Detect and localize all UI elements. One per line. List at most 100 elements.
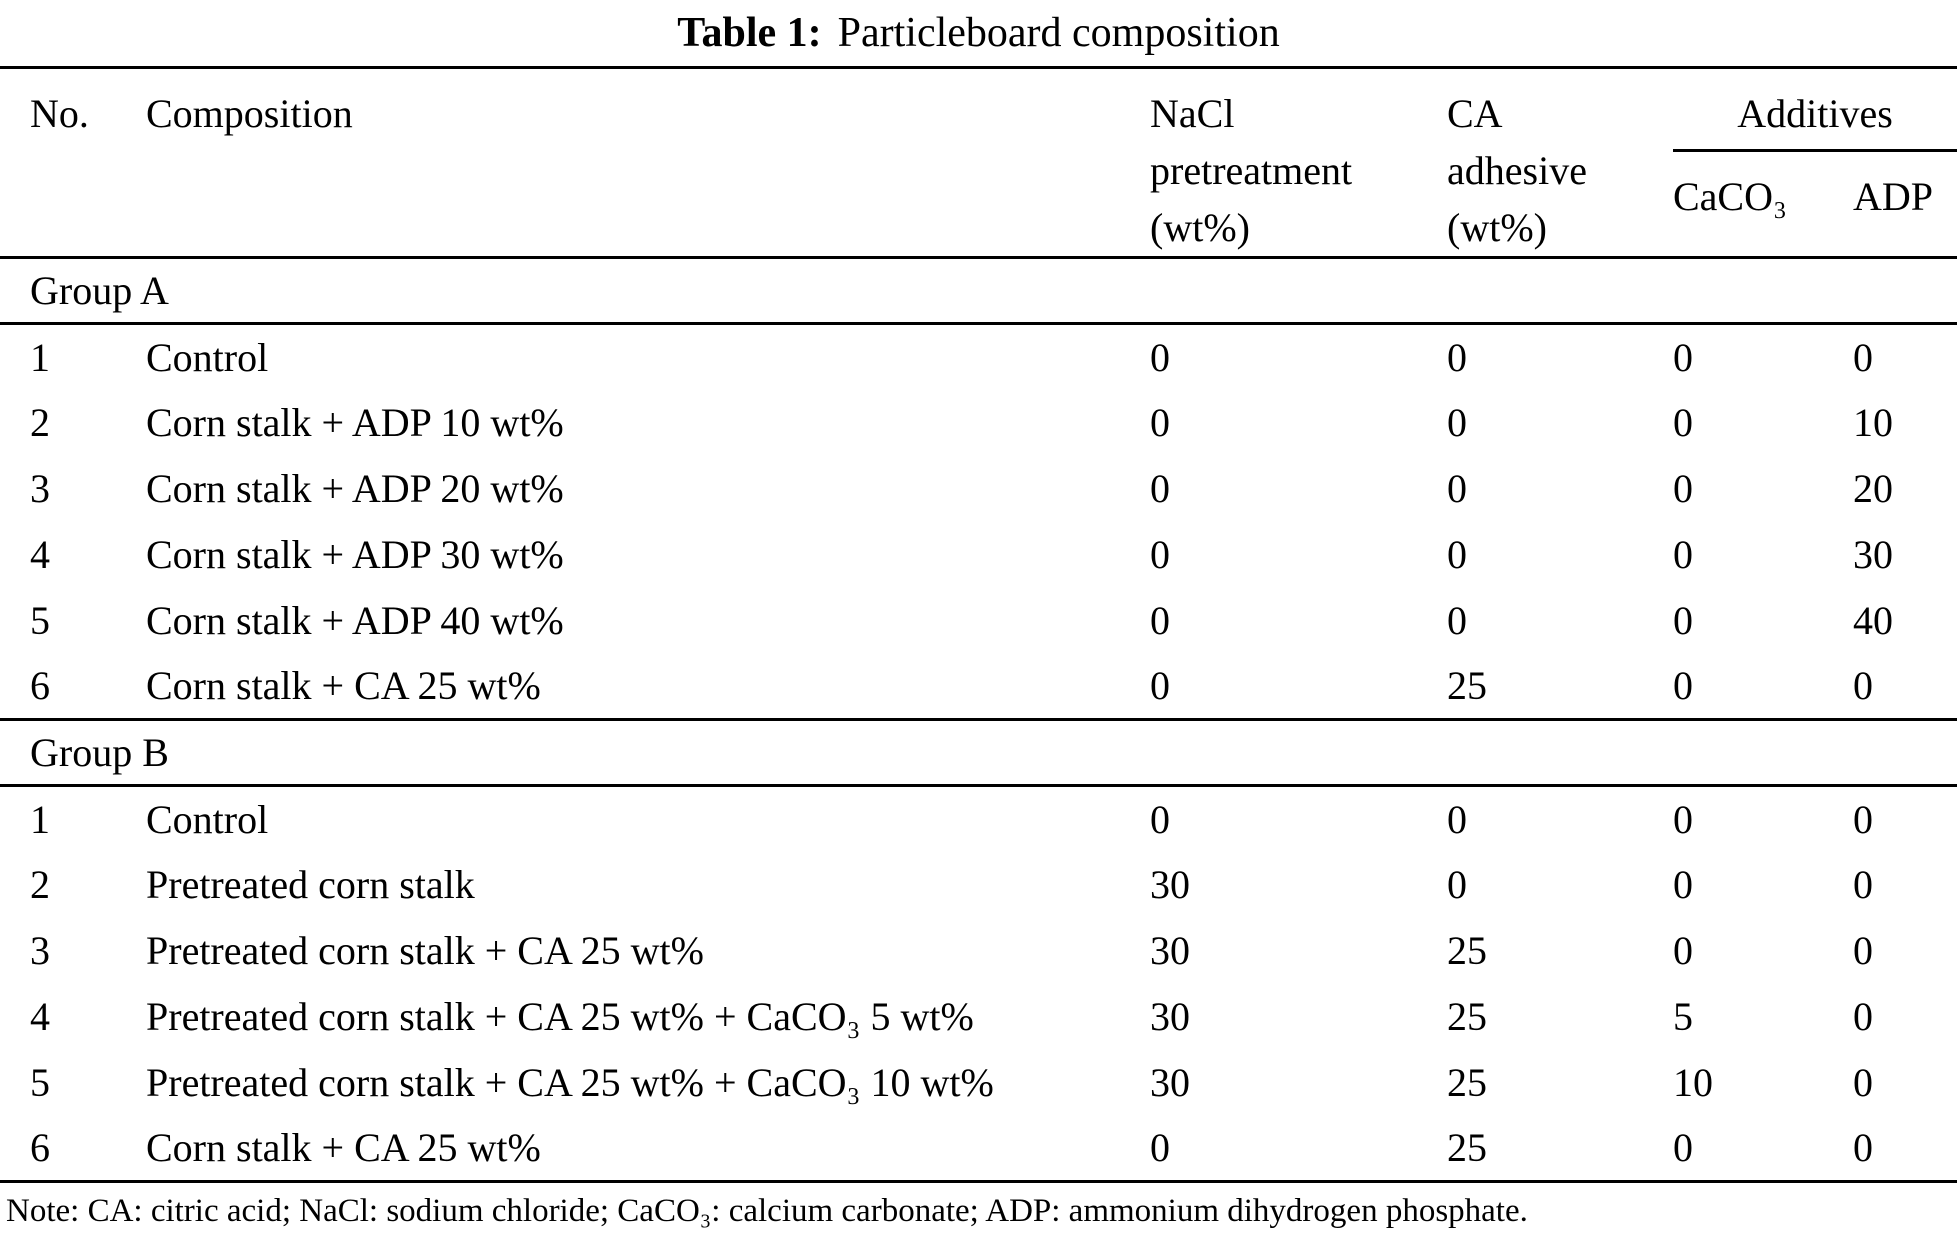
cell-adp: 0	[1853, 1060, 1873, 1105]
cell-composition: Corn stalk + ADP 40 wt%	[146, 598, 564, 643]
cell-composition: Pretreated corn stalk + CA 25 wt%	[146, 928, 704, 973]
cell-no: 6	[30, 663, 50, 709]
cell-ca: 0	[1447, 400, 1467, 445]
cell-ca: 25	[1447, 1125, 1487, 1171]
cell-composition: Control	[146, 334, 269, 380]
cell-adp: 0	[1853, 334, 1873, 380]
table-row: 3 Corn stalk + ADP 20 wt% 0 0 0 20	[0, 456, 1957, 522]
cell-no: 3	[30, 928, 50, 973]
cell-no: 1	[30, 334, 50, 380]
cell-caco3: 0	[1673, 928, 1693, 973]
cell-ca: 25	[1447, 994, 1487, 1039]
cell-nacl: 0	[1150, 663, 1170, 709]
table-title-label: Table 1:	[677, 9, 822, 56]
group-header-row-b: Group B	[0, 718, 1957, 787]
cell-composition: Corn stalk + CA 25 wt%	[146, 663, 541, 709]
cell-adp: 40	[1853, 598, 1893, 643]
cell-nacl: 30	[1150, 862, 1190, 907]
cell-composition: Control	[146, 796, 269, 842]
cell-caco3: 0	[1673, 1125, 1693, 1171]
table-row: 4 Pretreated corn stalk + CA 25 wt% + Ca…	[0, 984, 1957, 1050]
cell-no: 3	[30, 466, 50, 511]
cell-caco3: 5	[1673, 994, 1693, 1039]
cell-ca: 0	[1447, 598, 1467, 643]
cell-caco3: 0	[1673, 598, 1693, 643]
column-header-no: No.	[0, 67, 146, 259]
cell-no: 5	[30, 598, 50, 643]
table-row: 3 Pretreated corn stalk + CA 25 wt% 30 2…	[0, 918, 1957, 984]
table-row: 6 Corn stalk + CA 25 wt% 0 25 0 0	[0, 1116, 1957, 1182]
cell-no: 2	[30, 400, 50, 445]
cell-composition: Pretreated corn stalk + CA 25 wt% + CaCO…	[146, 1060, 994, 1105]
cell-no: 6	[30, 1125, 50, 1171]
cell-ca: 0	[1447, 466, 1467, 511]
table-header: No. Composition NaCl pretreatment (wt%) …	[0, 67, 1957, 260]
table-footnote: Note: CA: citric acid; NaCl: sodium chlo…	[6, 1193, 1528, 1229]
cell-caco3: 10	[1673, 1060, 1713, 1105]
table-row: 1 Control 0 0 0 0	[0, 786, 1957, 852]
cell-nacl: 0	[1150, 532, 1170, 577]
cell-adp: 0	[1853, 994, 1873, 1039]
group-label: Group A	[0, 256, 1957, 325]
cell-no: 2	[30, 862, 50, 907]
cell-caco3: 0	[1673, 532, 1693, 577]
group-header-row-a: Group A	[0, 256, 1957, 325]
cell-adp: 0	[1853, 663, 1873, 709]
cell-nacl: 0	[1150, 334, 1170, 380]
cell-caco3: 0	[1673, 400, 1693, 445]
cell-no: 1	[30, 796, 50, 842]
column-header-ca-adhesive: CA adhesive (wt%)	[1447, 67, 1673, 259]
cell-ca: 0	[1447, 796, 1467, 842]
cell-composition: Corn stalk + ADP 10 wt%	[146, 400, 564, 445]
cell-caco3: 0	[1673, 862, 1693, 907]
cell-nacl: 0	[1150, 598, 1170, 643]
column-header-additives: Additives	[1673, 67, 1957, 152]
column-header-adp: ADP	[1853, 150, 1957, 260]
cell-ca: 25	[1447, 663, 1487, 709]
composition-table: No. Composition NaCl pretreatment (wt%) …	[0, 66, 1957, 1183]
cell-caco3: 0	[1673, 466, 1693, 511]
cell-ca: 25	[1447, 928, 1487, 973]
cell-nacl: 0	[1150, 400, 1170, 445]
cell-ca: 25	[1447, 1060, 1487, 1105]
table-title-text: Particleboard composition	[837, 9, 1280, 56]
cell-ca: 0	[1447, 334, 1467, 380]
cell-nacl: 0	[1150, 796, 1170, 842]
cell-caco3: 0	[1673, 663, 1693, 709]
table-row: 1 Control 0 0 0 0	[0, 324, 1957, 390]
cell-adp: 0	[1853, 1125, 1873, 1171]
table-row: 2 Corn stalk + ADP 10 wt% 0 0 0 10	[0, 390, 1957, 456]
column-header-caco3: CaCO₃	[1673, 150, 1853, 260]
cell-adp: 10	[1853, 400, 1893, 445]
cell-no: 4	[30, 994, 50, 1039]
cell-ca: 0	[1447, 862, 1467, 907]
table-row: 6 Corn stalk + CA 25 wt% 0 25 0 0	[0, 654, 1957, 720]
cell-no: 4	[30, 532, 50, 577]
table-row: 5 Corn stalk + ADP 40 wt% 0 0 0 40	[0, 588, 1957, 654]
cell-caco3: 0	[1673, 796, 1693, 842]
cell-nacl: 30	[1150, 1060, 1190, 1105]
table-row: 4 Corn stalk + ADP 30 wt% 0 0 0 30	[0, 522, 1957, 588]
column-header-nacl-pretreatment: NaCl pretreatment (wt%)	[1150, 67, 1447, 259]
cell-composition: Corn stalk + ADP 20 wt%	[146, 466, 564, 511]
cell-no: 5	[30, 1060, 50, 1105]
cell-composition: Pretreated corn stalk + CA 25 wt% + CaCO…	[146, 994, 974, 1039]
cell-nacl: 0	[1150, 466, 1170, 511]
cell-adp: 30	[1853, 532, 1893, 577]
column-header-composition: Composition	[146, 67, 1150, 259]
table-title: Table 1: Particleboard composition	[0, 0, 1957, 66]
cell-composition: Corn stalk + ADP 30 wt%	[146, 532, 564, 577]
cell-adp: 0	[1853, 862, 1873, 907]
cell-adp: 20	[1853, 466, 1893, 511]
cell-nacl: 30	[1150, 994, 1190, 1039]
cell-caco3: 0	[1673, 334, 1693, 380]
table-row: 5 Pretreated corn stalk + CA 25 wt% + Ca…	[0, 1050, 1957, 1116]
cell-composition: Corn stalk + CA 25 wt%	[146, 1125, 541, 1171]
cell-composition: Pretreated corn stalk	[146, 862, 475, 907]
group-label: Group B	[0, 718, 1957, 787]
table-row: 2 Pretreated corn stalk 30 0 0 0	[0, 852, 1957, 918]
table-body: Group A 1 Control 0 0 0 0 2 Corn stalk +…	[0, 256, 1957, 1182]
cell-adp: 0	[1853, 796, 1873, 842]
header-row-main: No. Composition NaCl pretreatment (wt%) …	[0, 67, 1957, 259]
